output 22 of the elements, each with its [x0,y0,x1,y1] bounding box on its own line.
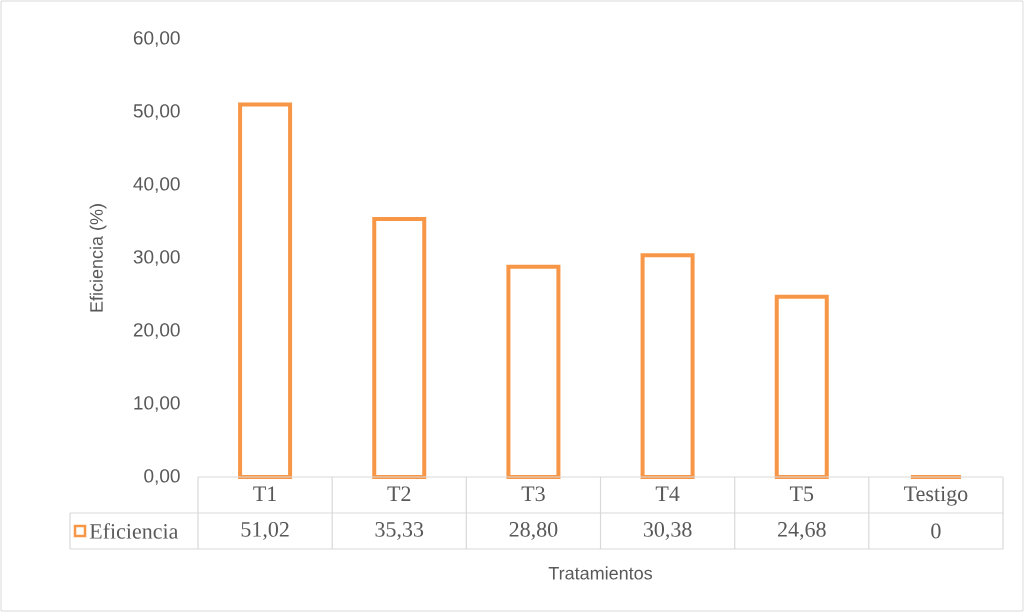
data-label: 30,38 [643,521,692,540]
x-tick-label: T4 [655,486,680,501]
x-tick-label: T5 [789,486,814,502]
x-tick-label: T1 [253,486,276,501]
y-tick-label: 0,00 [144,469,180,485]
y-tick-label: 20,00 [133,323,180,339]
data-label: 51,02 [241,521,289,540]
x-axis-title: Tratamientos [548,566,653,580]
x-tick-label: Testigo [904,486,968,506]
y-tick-label: 10,00 [134,396,180,412]
data-label: 35,33 [375,522,424,540]
y-tick-label: 60,00 [133,31,180,47]
x-tick-label: T3 [521,486,545,502]
x-tick-label: T2 [387,486,411,501]
y-tick-label: 30,00 [133,250,180,266]
legend-label: Eficiencia [89,523,179,539]
data-label: 0 [931,523,941,539]
y-tick-label: 50,00 [133,104,180,120]
data-label: 24,68 [778,521,826,540]
y-tick-label: 40,00 [133,177,180,193]
data-label: 28,80 [509,521,558,540]
y-axis-title: Eficiencia (%) [89,204,107,312]
